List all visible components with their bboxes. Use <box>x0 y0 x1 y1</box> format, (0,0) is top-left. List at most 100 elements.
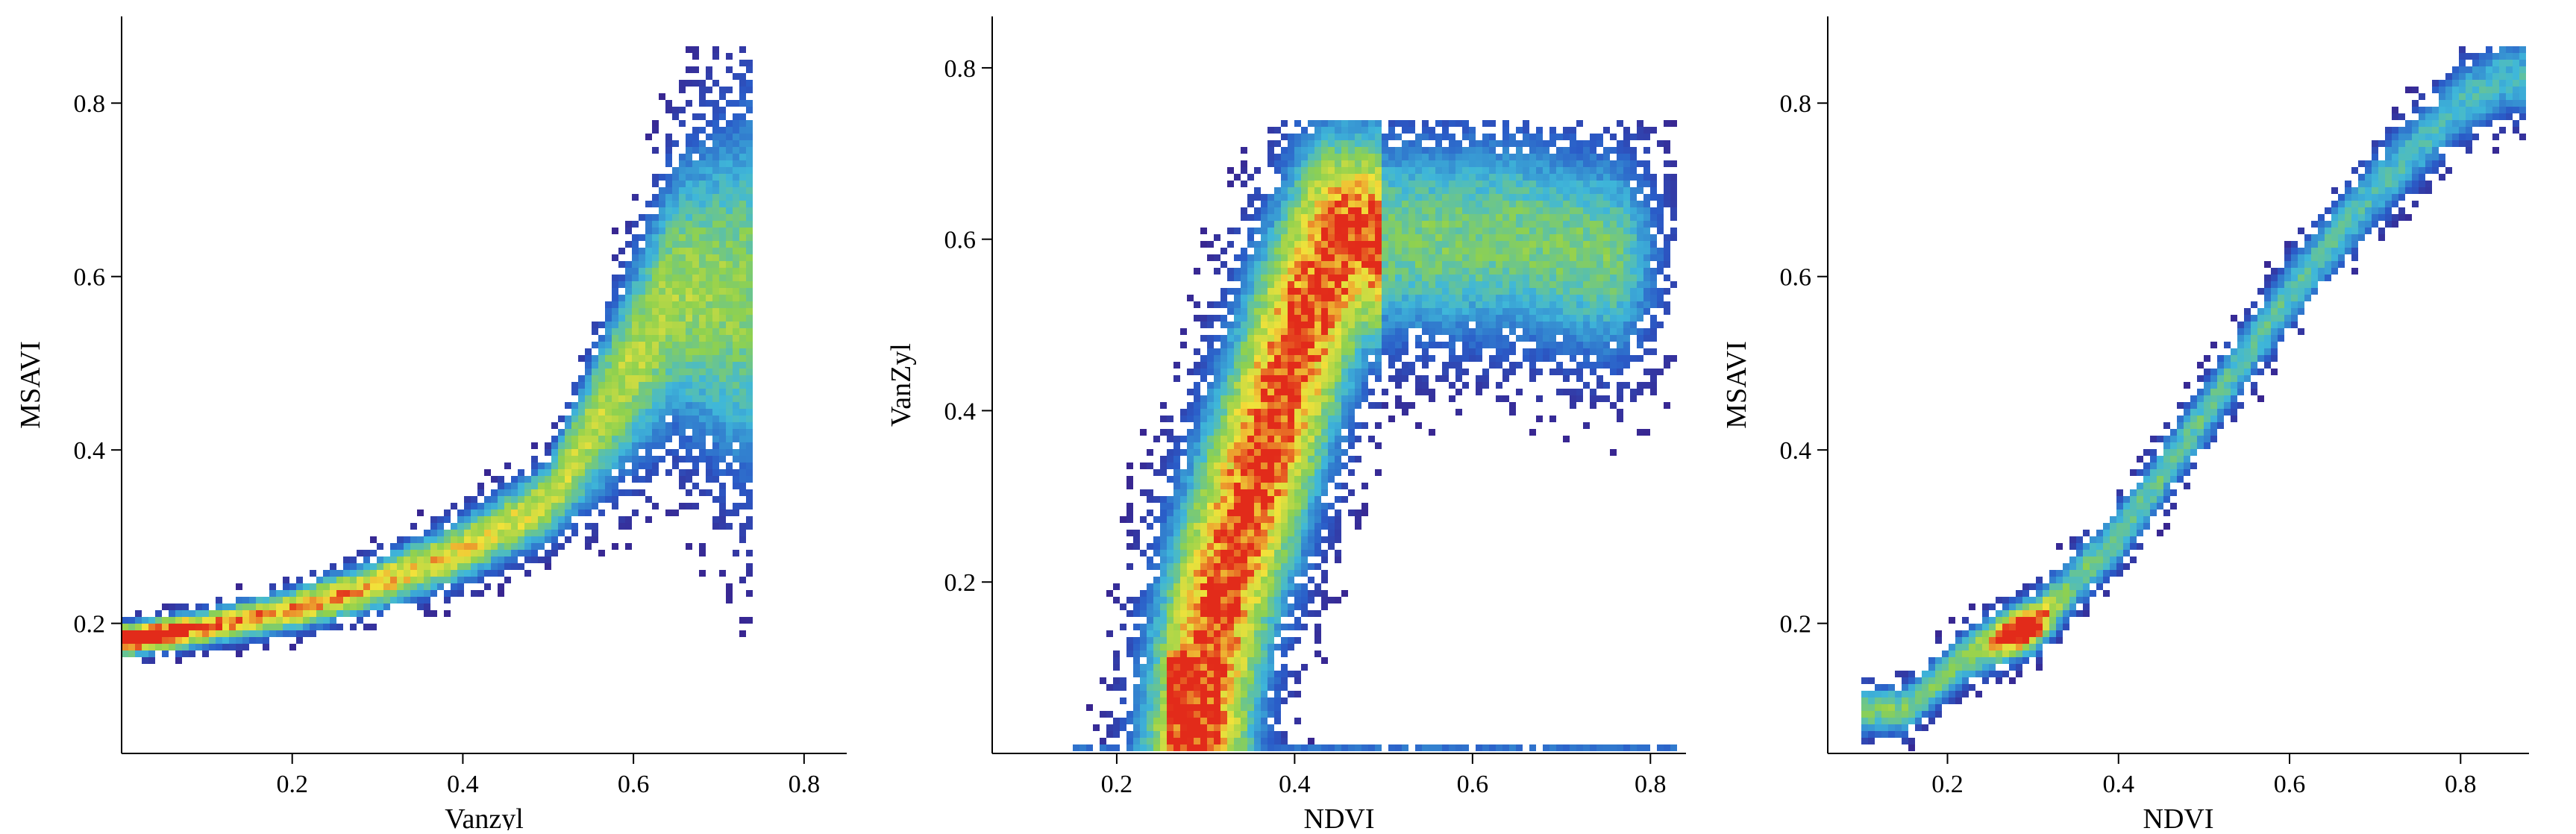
density-cell <box>1247 369 1254 375</box>
density-cell <box>1261 416 1267 422</box>
density-cell <box>545 476 551 483</box>
density-cell <box>1254 275 1261 281</box>
density-cell <box>1402 315 1408 322</box>
density-cell <box>1429 221 1435 228</box>
density-cell <box>1435 281 1442 288</box>
density-cell <box>1617 187 1623 194</box>
density-cell <box>598 355 605 362</box>
density-cell <box>1241 496 1247 503</box>
density-cell <box>672 456 679 463</box>
density-cell <box>1556 160 1563 167</box>
density-cell <box>1603 147 1610 154</box>
density-cell <box>424 556 430 563</box>
density-cell <box>195 617 202 624</box>
density-cell <box>1563 281 1570 288</box>
density-cell <box>1469 140 1476 147</box>
density-cell <box>1288 369 1294 375</box>
density-cell <box>1570 201 1576 207</box>
density-cell <box>202 624 209 630</box>
density-cell <box>471 510 477 516</box>
density-cell <box>679 342 686 348</box>
density-cell <box>712 335 719 342</box>
density-cell <box>1630 295 1637 301</box>
density-cell <box>659 221 665 228</box>
density-cell <box>1355 228 1361 234</box>
density-cell <box>551 436 558 442</box>
density-cell <box>699 174 706 181</box>
density-cell <box>1341 207 1348 214</box>
density-cell <box>706 308 712 315</box>
density-cell <box>1308 463 1314 469</box>
density-cell <box>1321 322 1328 328</box>
density-cell <box>719 194 726 201</box>
density-cell <box>659 268 665 275</box>
density-cell <box>1623 140 1630 147</box>
density-cell <box>1348 120 1355 127</box>
density-cell <box>1247 281 1254 288</box>
density-cell <box>726 194 733 201</box>
density-cell <box>565 442 571 449</box>
density-cell <box>1214 536 1220 543</box>
density-cell <box>1455 328 1462 335</box>
density-cell <box>1482 308 1489 315</box>
density-cell <box>1308 536 1314 543</box>
density-cell <box>1509 275 1516 281</box>
density-cell <box>625 369 632 375</box>
density-cell <box>229 644 236 650</box>
density-cell <box>1435 174 1442 181</box>
density-cell <box>1455 120 1462 127</box>
density-cell <box>551 422 558 429</box>
density-cell <box>652 362 659 369</box>
density-cell <box>1227 449 1234 456</box>
density-cell <box>665 375 672 382</box>
density-cell <box>148 637 155 644</box>
density-cell <box>639 348 645 355</box>
density-cell <box>1153 496 1160 503</box>
density-cell <box>498 590 504 597</box>
density-cell <box>1529 140 1536 147</box>
density-cell <box>618 389 625 395</box>
density-cell <box>1664 288 1670 295</box>
density-cell <box>1529 207 1536 214</box>
density-cell <box>1294 268 1301 275</box>
density-cell <box>471 503 477 510</box>
density-cell <box>1590 174 1596 181</box>
density-cell <box>1281 308 1288 315</box>
density-cell <box>1167 463 1173 469</box>
density-cell <box>1408 234 1415 241</box>
density-cell <box>1664 201 1670 207</box>
density-cell <box>1422 234 1429 241</box>
density-cell <box>363 577 370 583</box>
density-cell <box>1623 234 1630 241</box>
density-cell <box>1375 160 1382 167</box>
density-cell <box>571 510 578 516</box>
density-cell <box>605 456 612 463</box>
density-cell <box>632 268 639 275</box>
density-cell <box>1341 348 1348 355</box>
density-cell <box>1220 382 1227 389</box>
density-cell <box>457 523 464 530</box>
density-cell <box>1449 382 1455 389</box>
density-cell <box>692 416 699 422</box>
density-cell <box>645 496 652 503</box>
density-cell <box>1247 234 1254 241</box>
density-cell <box>618 456 625 463</box>
density-cell <box>195 603 202 610</box>
density-cell <box>383 556 390 563</box>
density-cell <box>598 375 605 382</box>
density-cell <box>1220 463 1227 469</box>
density-cell <box>1247 503 1254 510</box>
density-cell <box>1596 281 1603 288</box>
density-cell <box>1449 395 1455 402</box>
density-cell <box>457 583 464 590</box>
density-cell <box>323 624 330 630</box>
density-cell <box>639 261 645 268</box>
density-cell <box>135 644 142 650</box>
density-cell <box>1335 228 1341 234</box>
density-cell <box>1630 241 1637 248</box>
density-cell <box>592 496 598 503</box>
density-cell <box>612 355 618 362</box>
density-cell <box>558 436 565 442</box>
density-cell <box>1261 503 1267 510</box>
density-cell <box>1422 362 1429 369</box>
